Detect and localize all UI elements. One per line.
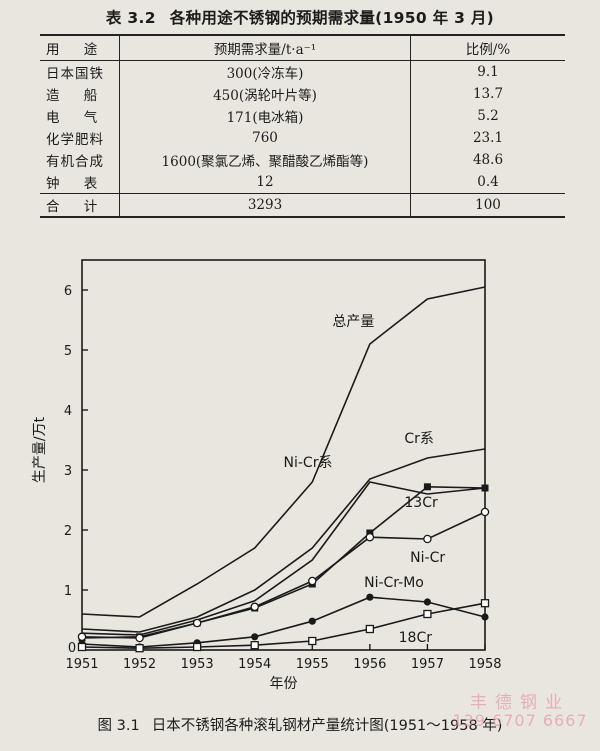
cell-demand: 12 xyxy=(119,171,411,194)
cell-usage: 化学肥料 xyxy=(40,127,120,149)
data-point xyxy=(192,642,202,652)
table-row: 电 气 171(电冰箱) 5.2 xyxy=(40,105,565,127)
series-label: Cr系 xyxy=(404,431,434,447)
x-tick-label: 1951 xyxy=(65,657,98,672)
data-point xyxy=(308,636,317,646)
data-point xyxy=(481,484,489,492)
cell-ratio: 13.7 xyxy=(472,86,504,102)
y-tick-label: 1 xyxy=(64,584,72,599)
y-tick-label: 4 xyxy=(64,404,72,419)
y-axis-title: 生产量/万t xyxy=(32,416,48,483)
data-point xyxy=(192,618,202,628)
data-point xyxy=(365,624,375,634)
cell-ratio: 5.2 xyxy=(477,108,499,124)
series-label: 18Cr xyxy=(399,630,433,646)
series-line xyxy=(81,481,486,636)
watermark-phone: 139 6707 6667 xyxy=(452,711,588,730)
y-tick-label: 6 xyxy=(64,284,72,299)
cell-usage: 日本国铁 xyxy=(40,60,120,83)
header-ratio: 比例/% xyxy=(410,34,565,61)
data-point xyxy=(308,617,316,625)
data-point xyxy=(77,642,87,652)
data-point xyxy=(308,576,317,586)
data-point xyxy=(251,633,259,641)
cell-total-demand: 3293 xyxy=(119,193,411,218)
y-tick-label: 0 xyxy=(68,641,76,656)
figure-caption-text: 日本不锈钢各种滚轧钢材产量统计图(1951～1958 年) xyxy=(151,718,503,734)
data-point xyxy=(423,598,432,606)
cell-ratio: 9.1 xyxy=(477,64,499,80)
x-axis-title: 年份 xyxy=(270,676,298,692)
x-tick-label: 1956 xyxy=(353,657,386,672)
series-line xyxy=(81,485,486,639)
data-point xyxy=(480,507,490,517)
data-point xyxy=(480,599,490,608)
cell-ratio: 48.6 xyxy=(472,152,504,168)
data-point xyxy=(481,613,489,621)
series-label: Ni-Cr系 xyxy=(284,455,333,471)
watermark-company: 丰德钢业 xyxy=(470,693,570,713)
series-line xyxy=(81,602,486,650)
cell-ratio: 23.1 xyxy=(472,130,504,146)
y-tick-label: 5 xyxy=(64,344,72,359)
table-total-row: 合 计 3293 100 xyxy=(40,193,565,218)
data-point xyxy=(423,483,431,491)
table-title: 表 3.2 各种用途不锈钢的预期需求量(1950 年 3 月) xyxy=(0,6,600,28)
cell-ratio: 0.4 xyxy=(477,174,499,190)
series-line xyxy=(81,511,486,639)
header-usage: 用 途 xyxy=(40,34,120,61)
data-point xyxy=(250,602,259,612)
data-point xyxy=(366,593,374,601)
series-label: 总产量 xyxy=(332,314,374,330)
plot-frame xyxy=(81,259,486,651)
data-point xyxy=(365,532,375,542)
series-label: 13Cr xyxy=(404,495,438,511)
table-title-text: 各种用途不锈钢的预期需求量(1950 年 3 月) xyxy=(169,9,495,27)
watermark: 丰德钢业 139 6707 6667 xyxy=(440,688,600,730)
header-demand: 预期需求量/t·a⁻¹ xyxy=(119,34,411,61)
cell-demand: 1600(聚氯乙烯、聚醋酸乙烯酯等) xyxy=(119,149,411,171)
cell-total-ratio: 100 xyxy=(410,193,565,218)
figure-caption: 图 3.1 日本不锈钢各种滚轧钢材产量统计图(1951～1958 年) xyxy=(0,714,600,735)
cell-demand: 171(电冰箱) xyxy=(119,105,411,127)
figure-number: 图 3.1 xyxy=(97,718,140,734)
data-point xyxy=(423,534,432,544)
x-tick-label: 1958 xyxy=(468,657,501,672)
table-row: 化学肥料 760 23.1 xyxy=(40,127,565,149)
x-tick-label: 1954 xyxy=(238,657,271,672)
demand-table: 用 途 预期需求量/t·a⁻¹ 比例/% 日本国铁 300(冷冻车) 9.1 造… xyxy=(40,34,565,218)
data-point xyxy=(77,632,87,642)
cell-usage: 钟 表 xyxy=(40,171,120,194)
cell-usage: 有机合成 xyxy=(40,149,120,171)
series-label: Ni-Cr xyxy=(410,550,445,566)
table-number: 表 3.2 xyxy=(105,9,156,27)
series-line xyxy=(81,286,486,618)
y-tick-label: 3 xyxy=(64,464,72,479)
cell-demand: 450(涡轮叶片等) xyxy=(119,83,411,105)
cell-usage: 电 气 xyxy=(40,105,120,127)
data-point xyxy=(135,644,144,653)
x-tick-label: 1955 xyxy=(296,657,329,672)
data-point xyxy=(135,633,144,643)
table-row: 造 船 450(涡轮叶片等) 13.7 xyxy=(40,83,565,105)
x-tick-label: 1953 xyxy=(181,657,214,672)
table-row: 钟 表 12 0.4 xyxy=(40,171,565,194)
series-label: Ni-Cr-Mo xyxy=(364,575,424,591)
cell-demand: 760 xyxy=(119,127,411,149)
x-tick-label: 1957 xyxy=(411,657,444,672)
data-point xyxy=(250,641,259,650)
x-tick-label: 1952 xyxy=(123,657,156,672)
table-row: 有机合成 1600(聚氯乙烯、聚醋酸乙烯酯等) 48.6 xyxy=(40,149,565,171)
cell-usage: 造 船 xyxy=(40,83,120,105)
series-line xyxy=(81,448,486,633)
series-line xyxy=(81,596,486,648)
y-tick-label: 2 xyxy=(64,524,72,539)
table-header-row: 用 途 预期需求量/t·a⁻¹ 比例/% xyxy=(40,34,565,61)
table-row: 日本国铁 300(冷冻车) 9.1 xyxy=(40,60,565,83)
cell-demand: 300(冷冻车) xyxy=(119,60,411,83)
data-point xyxy=(423,609,432,619)
cell-total-label: 合 计 xyxy=(40,193,120,218)
